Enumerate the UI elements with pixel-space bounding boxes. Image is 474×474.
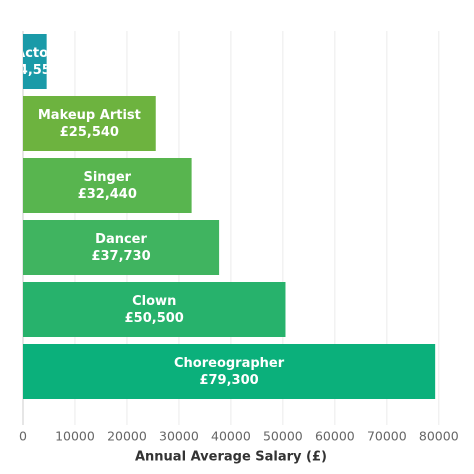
bar [23, 34, 47, 89]
value-label: £37,730 [91, 249, 150, 264]
value-label: £25,540 [60, 125, 119, 140]
x-tick-label: 50000 [263, 429, 303, 444]
x-tick-label: 40000 [211, 429, 251, 444]
x-tick-label: 80000 [419, 429, 459, 444]
bar-label-group: Actor £4,550 [10, 46, 60, 78]
category-label: Makeup Artist [38, 108, 141, 123]
bar [23, 282, 286, 337]
bar [23, 220, 220, 275]
category-label: Choreographer [174, 356, 285, 371]
bar-label-group: Clown £50,500 [125, 294, 184, 326]
x-tick-label: 70000 [367, 429, 407, 444]
value-label: £32,440 [78, 187, 137, 202]
bar-label-group: Choreographer £79,300 [174, 356, 285, 388]
bar-label-group: Singer £32,440 [78, 170, 137, 202]
bar [23, 158, 192, 213]
x-tick-label: 0 [19, 429, 27, 444]
category-label: Actor [15, 46, 55, 61]
value-label: £4,550 [10, 63, 60, 78]
bar-label-group: Makeup Artist £25,540 [38, 108, 141, 140]
category-label: Dancer [95, 232, 147, 247]
x-axis-label: Annual Average Salary (£) [135, 450, 327, 465]
bar [23, 344, 436, 399]
x-tick-label: 10000 [55, 429, 95, 444]
x-tick-label: 30000 [159, 429, 199, 444]
x-tick-label: 60000 [315, 429, 355, 444]
category-label: Singer [83, 170, 131, 185]
bar [23, 96, 156, 151]
value-label: £79,300 [199, 373, 258, 388]
category-label: Clown [132, 294, 176, 309]
value-label: £50,500 [125, 311, 184, 326]
bar-label-group: Dancer £37,730 [91, 232, 150, 264]
x-tick-label: 20000 [107, 429, 147, 444]
